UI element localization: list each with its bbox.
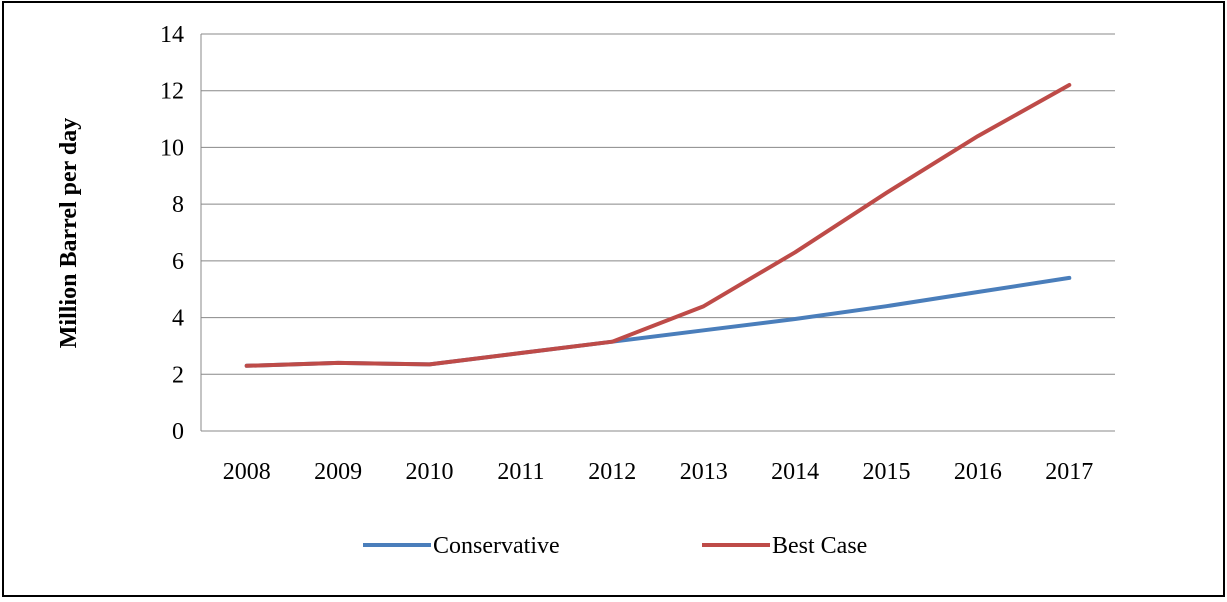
x-tick-label: 2014 (771, 459, 819, 485)
gridlines (201, 33, 1115, 375)
y-axis-label: Million Barrel per day (56, 118, 82, 348)
x-tick-label: 2009 (314, 459, 362, 485)
legend-label: Conservative (433, 533, 560, 559)
x-tick-label: 2016 (954, 459, 1002, 485)
series-lines (244, 83, 1072, 368)
legend: Conservative Best Case (363, 533, 867, 559)
x-tick-labels: 2008 2009 2010 2011 2012 2013 2014 2015 2016 2017 (223, 459, 1094, 485)
axes (200, 34, 1115, 432)
y-tick-label: 4 (172, 306, 184, 332)
x-tick-label: 2011 (497, 459, 544, 485)
x-tick-label: 2012 (588, 459, 636, 485)
y-tick-label: 0 (172, 419, 184, 445)
x-tick-label: 2008 (223, 459, 271, 485)
series-line-best-case (244, 83, 1072, 368)
legend-label: Best Case (772, 533, 867, 559)
x-tick-label: 2015 (863, 459, 911, 485)
y-tick-labels: 0 2 4 6 8 10 12 14 (160, 22, 184, 445)
y-tick-label: 8 (172, 192, 184, 218)
y-tick-label: 12 (160, 79, 184, 105)
y-tick-label: 10 (160, 135, 184, 161)
x-tick-label: 2017 (1045, 459, 1093, 485)
y-tick-label: 6 (172, 249, 184, 275)
y-tick-label: 2 (172, 362, 184, 388)
x-tick-label: 2013 (680, 459, 728, 485)
x-tick-label: 2010 (406, 459, 454, 485)
y-tick-label: 14 (160, 22, 184, 48)
